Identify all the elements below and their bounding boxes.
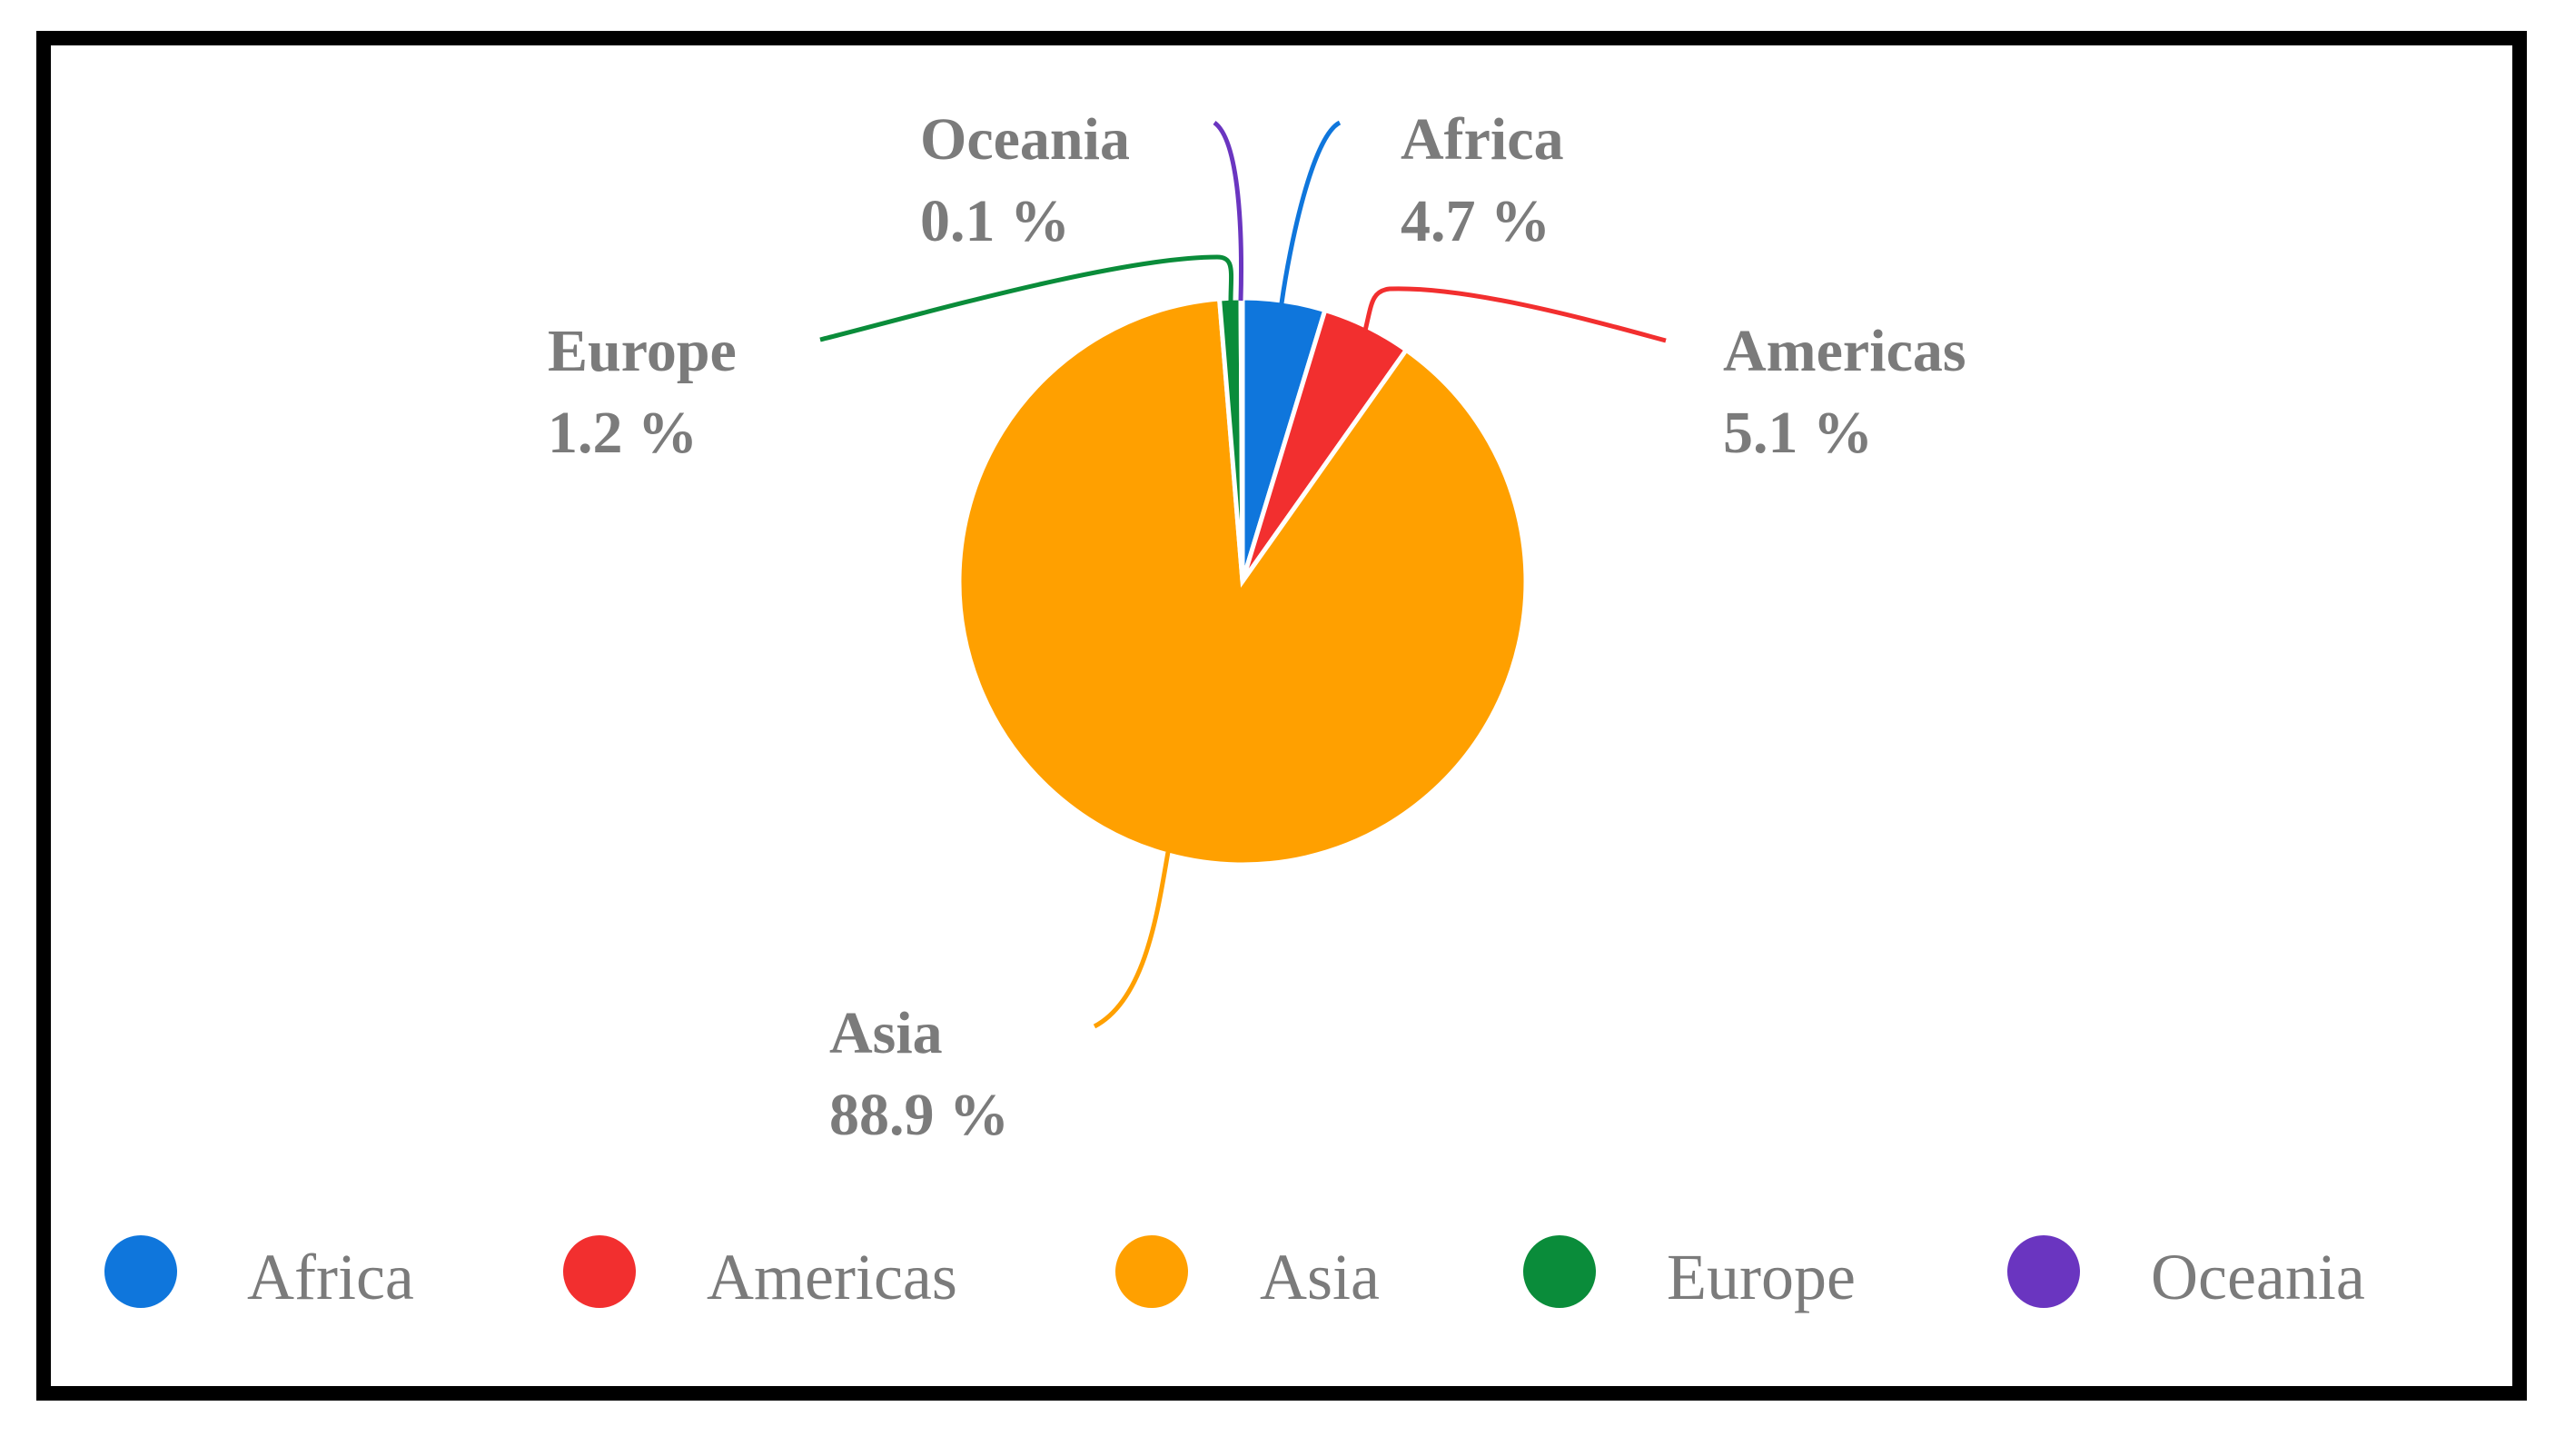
legend: Africa Americas Asia Europe Oceania	[104, 1235, 2365, 1313]
leader-line-europe	[819, 254, 1234, 342]
data-label-asia-name: Asia	[829, 1000, 943, 1066]
legend-marker-oceania	[2007, 1235, 2080, 1308]
data-label-asia-value: 88.9 %	[829, 1082, 1009, 1148]
pie-slices	[956, 295, 1529, 867]
legend-label-americas: Americas	[707, 1241, 957, 1313]
data-label-oceania-name: Oceania	[920, 106, 1130, 173]
data-label-africa-value: 4.7 %	[1401, 188, 1550, 254]
legend-label-africa: Africa	[247, 1241, 414, 1313]
leader-line-americas	[1362, 286, 1667, 343]
data-label-europe-value: 1.2 %	[548, 400, 698, 466]
leader-lines	[819, 120, 1667, 1029]
legend-label-asia: Asia	[1260, 1241, 1380, 1313]
data-label-africa-name: Africa	[1401, 106, 1564, 173]
data-label-americas-name: Americas	[1723, 318, 1966, 384]
legend-label-oceania: Oceania	[2151, 1241, 2365, 1313]
leader-line-africa	[1279, 120, 1342, 304]
legend-marker-africa	[104, 1235, 177, 1308]
leader-line-oceania	[1213, 120, 1243, 302]
pie-slice-oceania	[1238, 295, 1245, 582]
legend-marker-asia	[1115, 1235, 1188, 1308]
leader-line-asia	[1093, 851, 1171, 1029]
data-label-americas-value: 5.1 %	[1723, 400, 1873, 466]
data-label-europe-name: Europe	[548, 318, 737, 384]
data-label-oceania-value: 0.1 %	[920, 188, 1070, 254]
legend-label-europe: Europe	[1667, 1241, 1856, 1313]
legend-marker-europe	[1523, 1235, 1596, 1308]
legend-marker-americas	[563, 1235, 636, 1308]
data-labels: Oceania 0.1 % Africa 4.7 % Europe 1.2 % …	[548, 106, 1966, 1148]
